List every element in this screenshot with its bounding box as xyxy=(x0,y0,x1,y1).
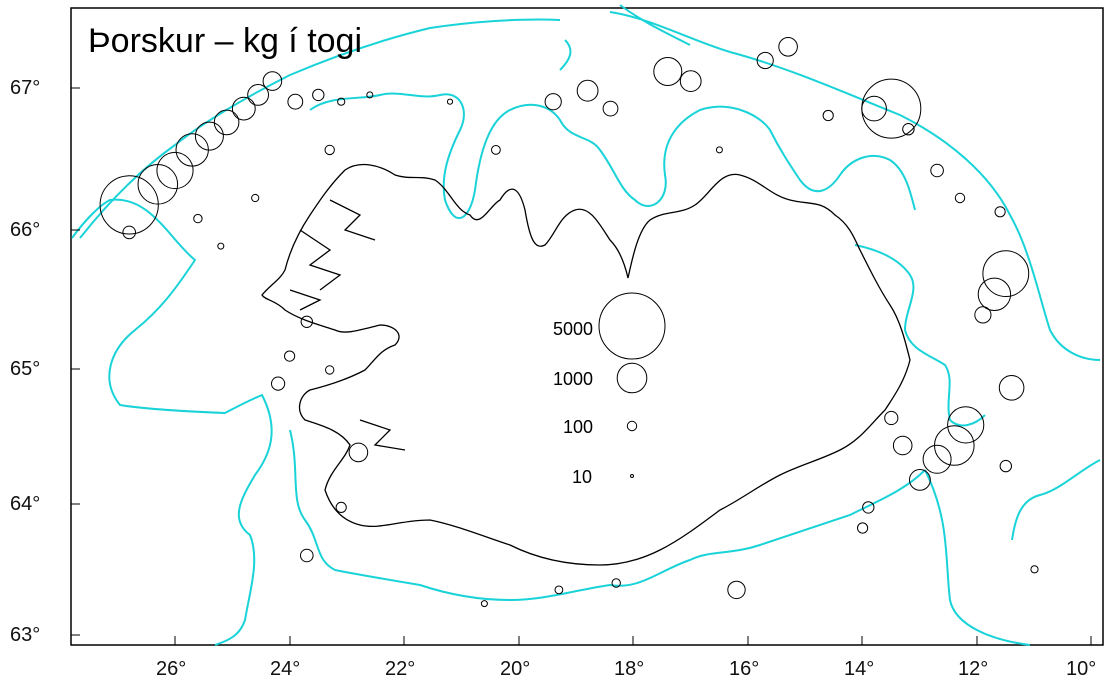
station-bubble xyxy=(284,350,296,362)
legend-label-1000: 1000 xyxy=(553,369,593,389)
station-bubble xyxy=(271,376,286,391)
depth-contour-nw xyxy=(559,4,691,71)
lon-tick-label: 10° xyxy=(1066,658,1096,680)
lon-tick-label: 22° xyxy=(385,658,415,680)
station-bubble xyxy=(857,522,869,534)
depth-contour-north xyxy=(309,92,916,220)
station-bubble xyxy=(778,37,798,57)
station-bubble xyxy=(611,578,621,588)
station-bubble xyxy=(193,213,203,224)
station-bubble xyxy=(194,121,224,151)
lat-axis: 67° 66° 65° 64° 63° xyxy=(10,77,80,646)
depth-contour-se xyxy=(924,459,1101,646)
station-bubble xyxy=(892,435,913,456)
size-legend: 5000 1000 100 10 xyxy=(553,292,666,487)
lat-tick-label: 63° xyxy=(10,624,40,646)
station-bubble xyxy=(994,206,1006,218)
station-bubble xyxy=(862,501,875,514)
station-bubble xyxy=(1030,565,1039,574)
station-bubble xyxy=(727,580,746,600)
legend-label-5000: 5000 xyxy=(553,319,593,339)
station-bubble xyxy=(251,193,260,203)
station-bubble xyxy=(679,70,702,92)
lon-tick-label: 24° xyxy=(270,658,300,680)
legend-label-10: 10 xyxy=(572,467,592,487)
legend-label-100: 100 xyxy=(563,417,593,437)
station-bubble xyxy=(231,96,256,121)
lon-tick-label: 12° xyxy=(958,658,988,680)
station-bubble xyxy=(348,442,369,463)
station-bubble xyxy=(954,192,966,204)
station-bubble xyxy=(998,375,1025,401)
station-bubble xyxy=(99,175,159,235)
station-bubble xyxy=(312,88,325,102)
station-bubble xyxy=(217,242,225,250)
station-bubble xyxy=(544,93,562,111)
lon-axis: 26° 24° 22° 20° 18° 16° 14° 12° 10° xyxy=(156,636,1096,680)
station-bubble xyxy=(366,91,374,99)
station-bubble xyxy=(213,109,240,136)
station-bubble xyxy=(653,57,683,86)
station-bubble xyxy=(999,459,1012,473)
station-bubble xyxy=(491,145,501,155)
station-bubble xyxy=(930,163,944,178)
station-bubble xyxy=(480,600,488,608)
station-bubble xyxy=(602,100,619,117)
station-bubble xyxy=(861,78,922,139)
station-bubble xyxy=(446,98,454,105)
legend-circle-10 xyxy=(630,474,634,478)
station-bubble xyxy=(902,123,915,136)
station-bubble xyxy=(974,306,992,324)
station-bubble xyxy=(982,250,1030,298)
station-bubble xyxy=(554,585,564,595)
iceland-coastline xyxy=(261,163,911,566)
station-bubble xyxy=(325,365,335,375)
depth-contour-south xyxy=(289,429,926,602)
station-bubble xyxy=(576,79,599,102)
legend-circle-100 xyxy=(626,420,638,432)
station-bubble xyxy=(884,410,899,426)
lat-tick-label: 65° xyxy=(10,358,40,380)
station-bubble xyxy=(156,151,194,190)
lat-tick-label: 64° xyxy=(10,493,40,515)
station-bubble xyxy=(337,97,346,106)
station-bubble xyxy=(247,84,270,106)
lon-tick-label: 18° xyxy=(614,658,644,680)
lat-tick-label: 67° xyxy=(10,77,40,99)
lon-tick-label: 26° xyxy=(156,658,186,680)
station-bubble xyxy=(947,406,985,444)
depth-contour-west xyxy=(71,198,273,646)
lon-tick-label: 20° xyxy=(500,658,530,680)
station-bubble xyxy=(335,501,347,513)
depth-contours xyxy=(71,4,1101,646)
station-bubble xyxy=(977,277,1012,311)
station-bubble xyxy=(287,93,304,110)
station-bubble xyxy=(715,146,723,154)
station-bubble xyxy=(324,144,335,156)
depth-contour-east xyxy=(854,244,986,427)
station-bubble xyxy=(756,51,774,70)
lon-tick-label: 14° xyxy=(844,658,874,680)
station-bubble xyxy=(300,548,314,563)
station-bubbles xyxy=(99,37,1039,608)
legend-circle-5000 xyxy=(598,292,666,360)
map-title: Þorskur – kg í togi xyxy=(88,22,362,60)
lat-tick-label: 66° xyxy=(10,219,40,241)
legend-circle-1000 xyxy=(616,362,648,394)
fjord-details xyxy=(289,199,406,451)
station-bubble xyxy=(822,109,834,122)
plot-frame xyxy=(70,7,1104,646)
station-bubble xyxy=(262,71,283,91)
station-bubble xyxy=(909,469,931,491)
station-bubble xyxy=(122,225,136,240)
station-bubble xyxy=(922,444,952,474)
station-bubble xyxy=(300,315,313,328)
lon-tick-label: 16° xyxy=(729,658,759,680)
